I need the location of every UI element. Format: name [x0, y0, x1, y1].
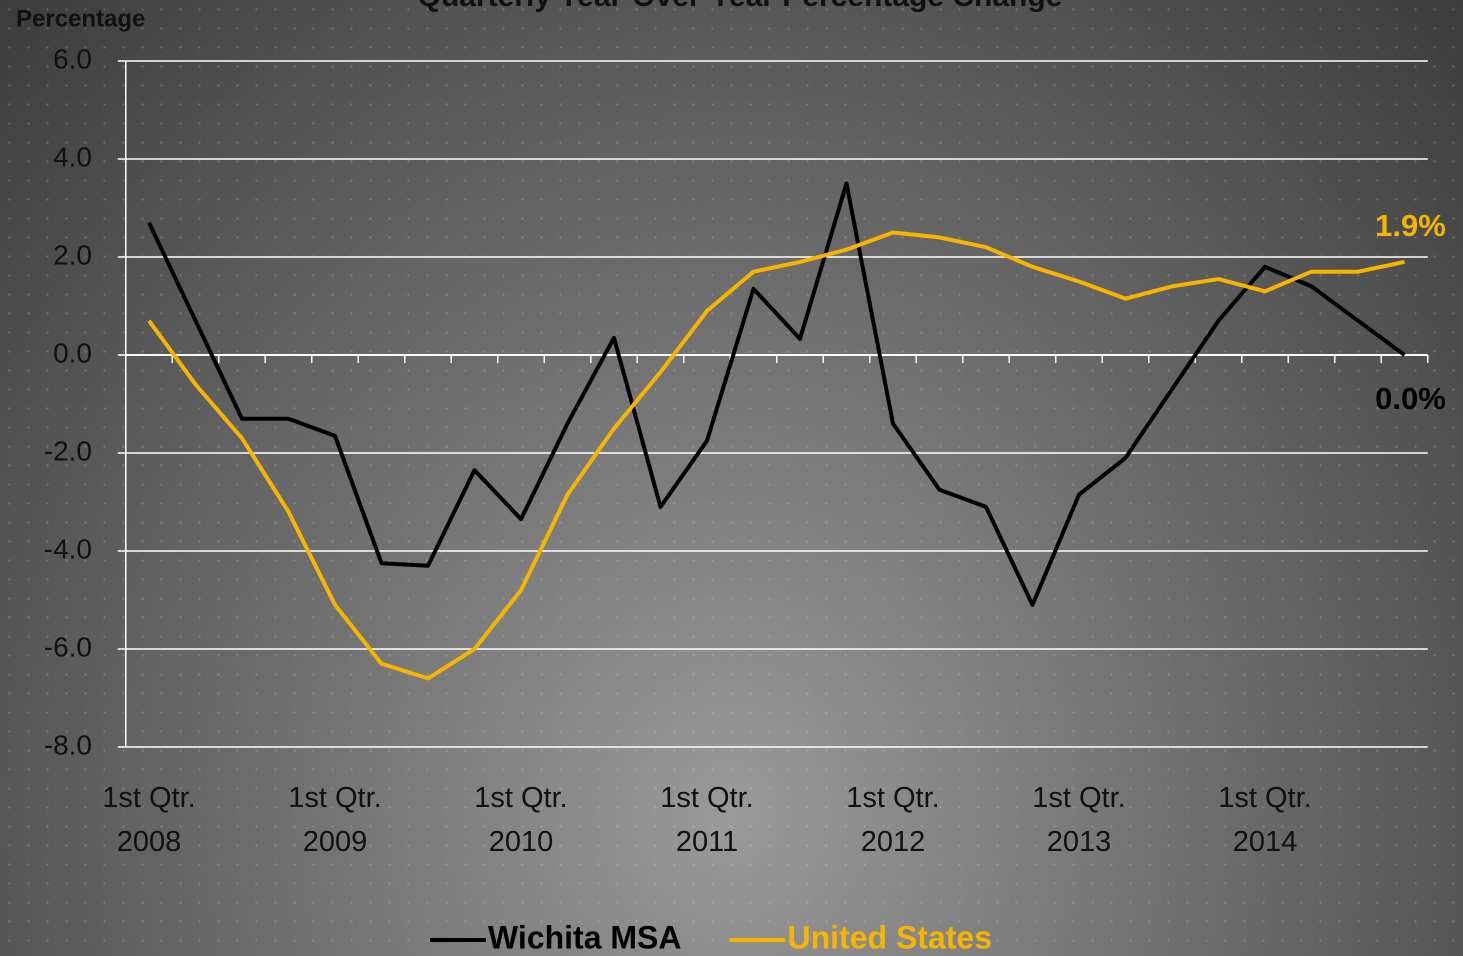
legend-label: United States	[788, 919, 992, 955]
x-tick-label: 1st Qtr. 2009	[288, 782, 382, 858]
y-tick-label: -2.0	[44, 435, 92, 466]
data-label: 1.9%	[1375, 208, 1446, 243]
legend-label: Wichita MSA	[488, 919, 682, 955]
y-tick-label: 2.0	[53, 239, 92, 270]
y-tick-label: -4.0	[44, 533, 92, 564]
y-tick-label: 0.0	[53, 337, 92, 368]
y-tick-label: -6.0	[44, 631, 92, 662]
y-tick-label: 6.0	[53, 43, 92, 74]
x-tick-label: 1st Qtr. 2011	[660, 782, 754, 858]
x-tick-label: 1st Qtr. 2008	[102, 782, 196, 858]
data-label: 0.0%	[1375, 381, 1446, 416]
y-tick-label: -8.0	[44, 729, 92, 760]
y-axis-label: Percentage	[16, 5, 145, 32]
series-line	[147, 181, 1406, 607]
series-line	[147, 230, 1405, 681]
x-tick-label: 1st Qtr. 2013	[1032, 782, 1126, 858]
x-tick-label: 1st Qtr. 2014	[1218, 782, 1312, 858]
y-tick-label: 4.0	[53, 141, 92, 172]
x-tick-label: 1st Qtr. 2012	[846, 782, 940, 858]
x-tick-label: 1st Qtr. 2010	[474, 782, 568, 858]
chart-title: Quarterly Year-Over-Year Percentage Chan…	[418, 0, 1063, 13]
